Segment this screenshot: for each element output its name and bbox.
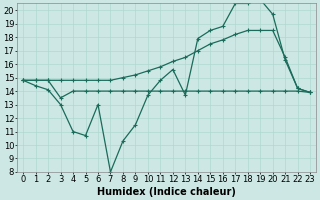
X-axis label: Humidex (Indice chaleur): Humidex (Indice chaleur) — [97, 187, 236, 197]
